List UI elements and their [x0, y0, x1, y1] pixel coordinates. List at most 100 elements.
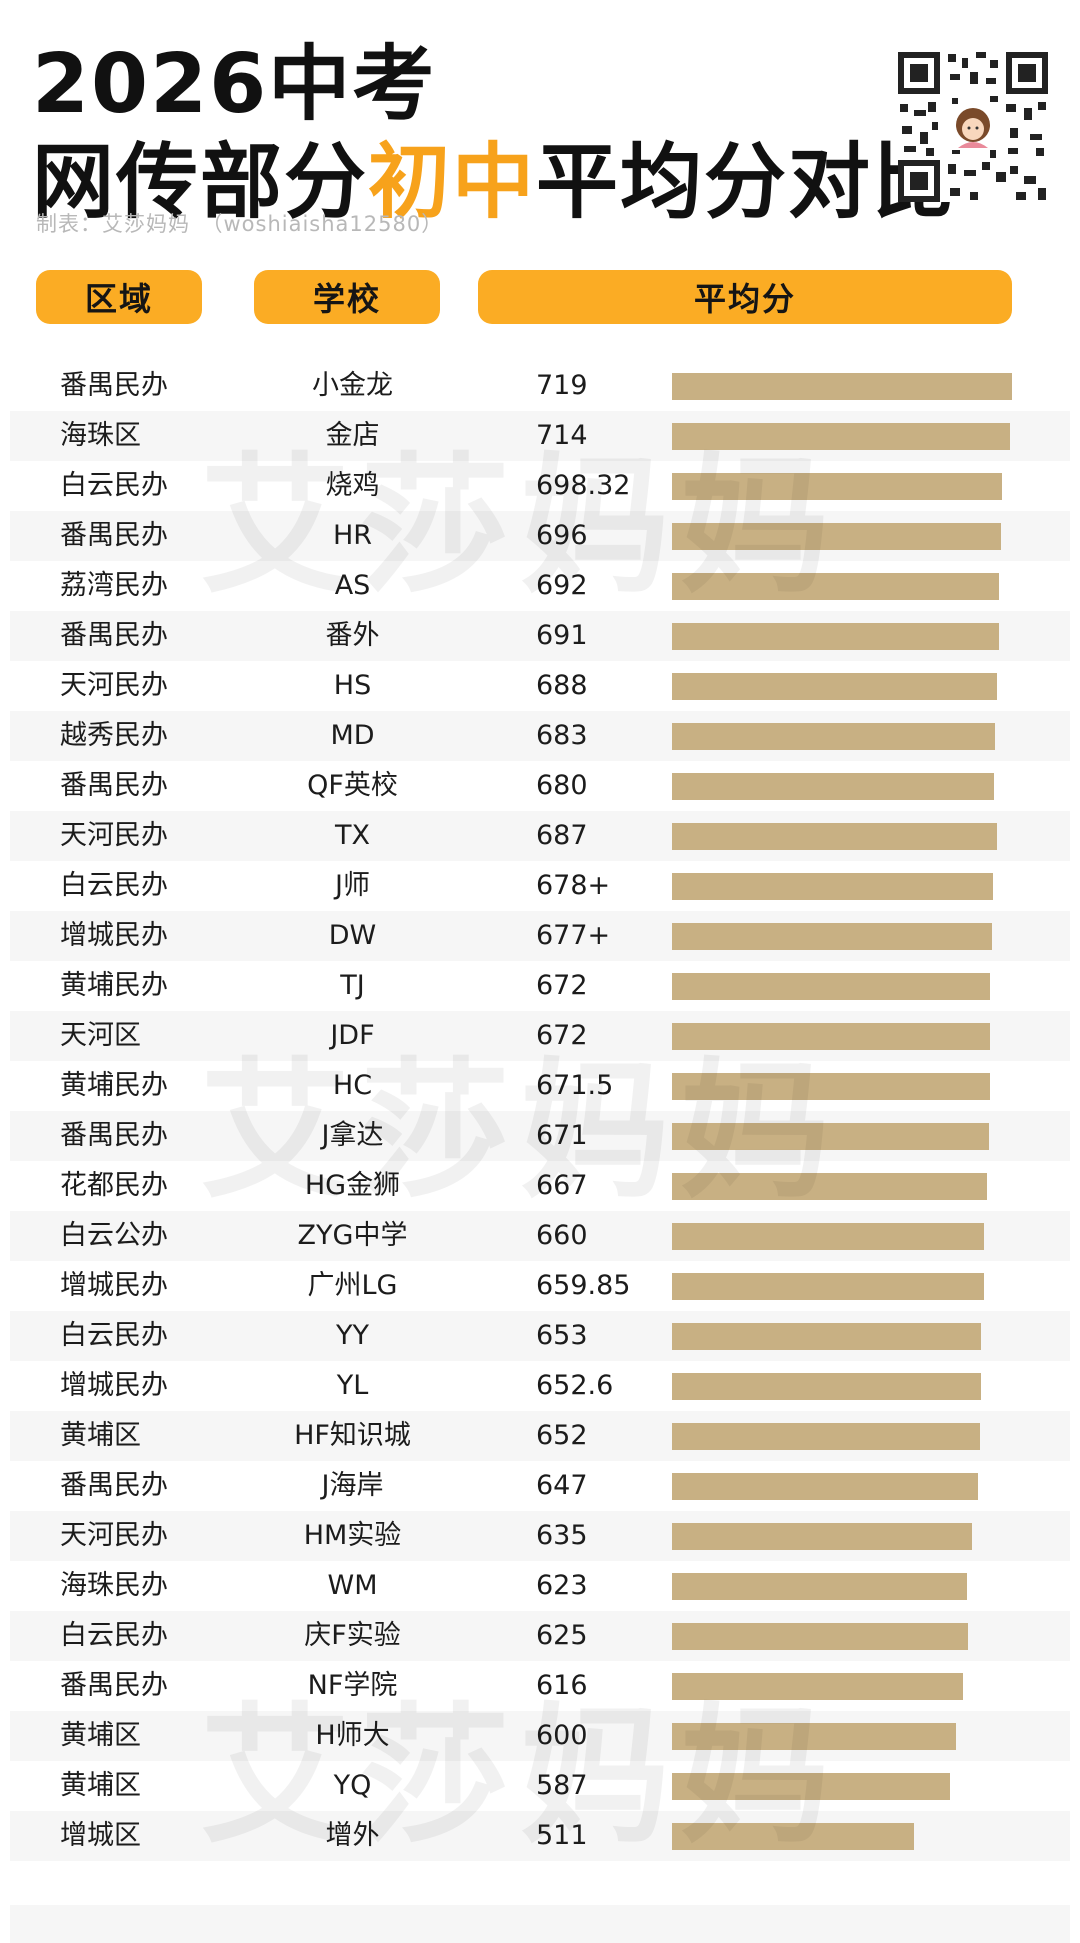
- score-label: 616: [536, 1670, 588, 1701]
- region-cell: 白云民办: [60, 470, 168, 501]
- table-row: 白云民办 J师 678+: [10, 861, 1070, 911]
- table-row: 番禺民办 小金龙 719: [10, 361, 1070, 411]
- table-row: 增城区 增外 511: [10, 1811, 1070, 1861]
- school-cell: J拿达: [321, 1120, 384, 1151]
- school-cell: TX: [335, 820, 370, 851]
- score-bar: [672, 623, 999, 650]
- title-line-2a: 网传部分: [32, 135, 369, 230]
- score-label: 687: [536, 820, 588, 851]
- score-bar: [672, 573, 999, 600]
- score-label: 652: [536, 1420, 588, 1451]
- score-bar: [672, 1723, 956, 1750]
- school-cell: 增外: [325, 1820, 380, 1851]
- school-cell: 广州LG: [307, 1270, 398, 1301]
- score-label: 635: [536, 1520, 588, 1551]
- score-bar: [672, 773, 994, 800]
- school-cell: WM: [327, 1570, 378, 1601]
- column-header-average: 平均分: [478, 270, 1012, 324]
- score-label: 671: [536, 1120, 588, 1151]
- table-row: 白云民办 YY 653: [10, 1311, 1070, 1361]
- score-label: 587: [536, 1770, 588, 1801]
- score-bar: [672, 673, 997, 700]
- score-label: 677+: [536, 920, 611, 951]
- region-cell: 天河区: [60, 1020, 141, 1051]
- score-label: 692: [536, 570, 588, 601]
- table-row: 黄埔区 H师大 600: [10, 1711, 1070, 1761]
- score-bar: [672, 473, 1002, 500]
- score-bar: [672, 1673, 963, 1700]
- region-cell: 黄埔区: [60, 1720, 141, 1751]
- score-label: 672: [536, 970, 588, 1001]
- school-cell: 金店: [325, 420, 380, 451]
- table-row: 番禺民办 番外 691: [10, 611, 1070, 661]
- region-cell: 番禺民办: [60, 520, 168, 551]
- title-line-2b: 平均分对比: [536, 135, 957, 230]
- table-row: 番禺民办 QF英校 680: [10, 761, 1070, 811]
- school-cell: MD: [330, 720, 375, 751]
- score-bar: [672, 1373, 981, 1400]
- region-cell: 天河民办: [60, 670, 168, 701]
- region-cell: 白云民办: [60, 1320, 168, 1351]
- region-cell: 白云公办: [60, 1220, 168, 1251]
- score-label: 647: [536, 1470, 588, 1501]
- score-bar: [672, 1073, 990, 1100]
- score-label: 688: [536, 670, 588, 701]
- region-cell: 海珠民办: [60, 1570, 168, 1601]
- score-label: 672: [536, 1020, 588, 1051]
- score-label: 623: [536, 1570, 588, 1601]
- table-row: 黄埔民办 TJ 672: [10, 961, 1070, 1011]
- score-bar: [672, 823, 997, 850]
- school-cell: HG金狮: [304, 1170, 401, 1201]
- column-header-region: 区域: [36, 270, 202, 324]
- score-bar: [672, 1523, 972, 1550]
- score-label: 691: [536, 620, 588, 651]
- score-bar: [672, 523, 1001, 550]
- table-row: 番禺民办 HR 696: [10, 511, 1070, 561]
- score-bar: [672, 423, 1010, 450]
- region-cell: 番禺民办: [60, 1470, 168, 1501]
- score-bar: [672, 973, 990, 1000]
- region-cell: 增城民办: [60, 1370, 168, 1401]
- school-cell: 烧鸡: [325, 470, 380, 501]
- table-row: 海珠区 金店 714: [10, 411, 1070, 461]
- school-cell: YY: [336, 1320, 369, 1351]
- score-bar: [672, 1223, 984, 1250]
- score-bar: [672, 923, 992, 950]
- score-bar: [672, 1573, 967, 1600]
- score-bar: [672, 1173, 987, 1200]
- school-cell: 番外: [325, 620, 380, 651]
- school-cell: J海岸: [321, 1470, 384, 1501]
- score-bar: [672, 1623, 968, 1650]
- table-row: 海珠民办 WM 623: [10, 1561, 1070, 1611]
- table-row: 黄埔区 YQ 587: [10, 1761, 1070, 1811]
- region-cell: 番禺民办: [60, 370, 168, 401]
- title-line-1: 2026中考: [32, 37, 437, 132]
- region-cell: 增城民办: [60, 920, 168, 951]
- region-cell: 海珠区: [60, 420, 141, 451]
- qr-code-icon[interactable]: [898, 52, 1048, 202]
- school-cell: J师: [335, 870, 370, 901]
- score-label: 511: [536, 1820, 588, 1851]
- score-label: 678+: [536, 870, 611, 901]
- title-highlight: 初中: [368, 135, 537, 230]
- region-cell: 天河民办: [60, 1520, 168, 1551]
- table-row: 番禺民办 NF学院 616: [10, 1661, 1070, 1711]
- table-row: 番禺民办 J海岸 647: [10, 1461, 1070, 1511]
- table-row: 增城民办 DW 677+: [10, 911, 1070, 961]
- region-cell: 番禺民办: [60, 1670, 168, 1701]
- region-cell: 黄埔民办: [60, 970, 168, 1001]
- score-label: 667: [536, 1170, 588, 1201]
- score-label: 680: [536, 770, 588, 801]
- score-bar: [672, 1823, 914, 1850]
- school-cell: DW: [328, 920, 377, 951]
- school-cell: TJ: [340, 970, 365, 1001]
- score-label: 719: [536, 370, 588, 401]
- score-bar: [672, 873, 993, 900]
- school-cell: ZYG中学: [297, 1220, 408, 1251]
- table-row: 天河民办 TX 687: [10, 811, 1070, 861]
- column-header-school: 学校: [254, 270, 440, 324]
- score-label: 683: [536, 720, 588, 751]
- score-label: 652.6: [536, 1370, 614, 1401]
- score-label: 696: [536, 520, 588, 551]
- table-row: 天河区 JDF 672: [10, 1011, 1070, 1061]
